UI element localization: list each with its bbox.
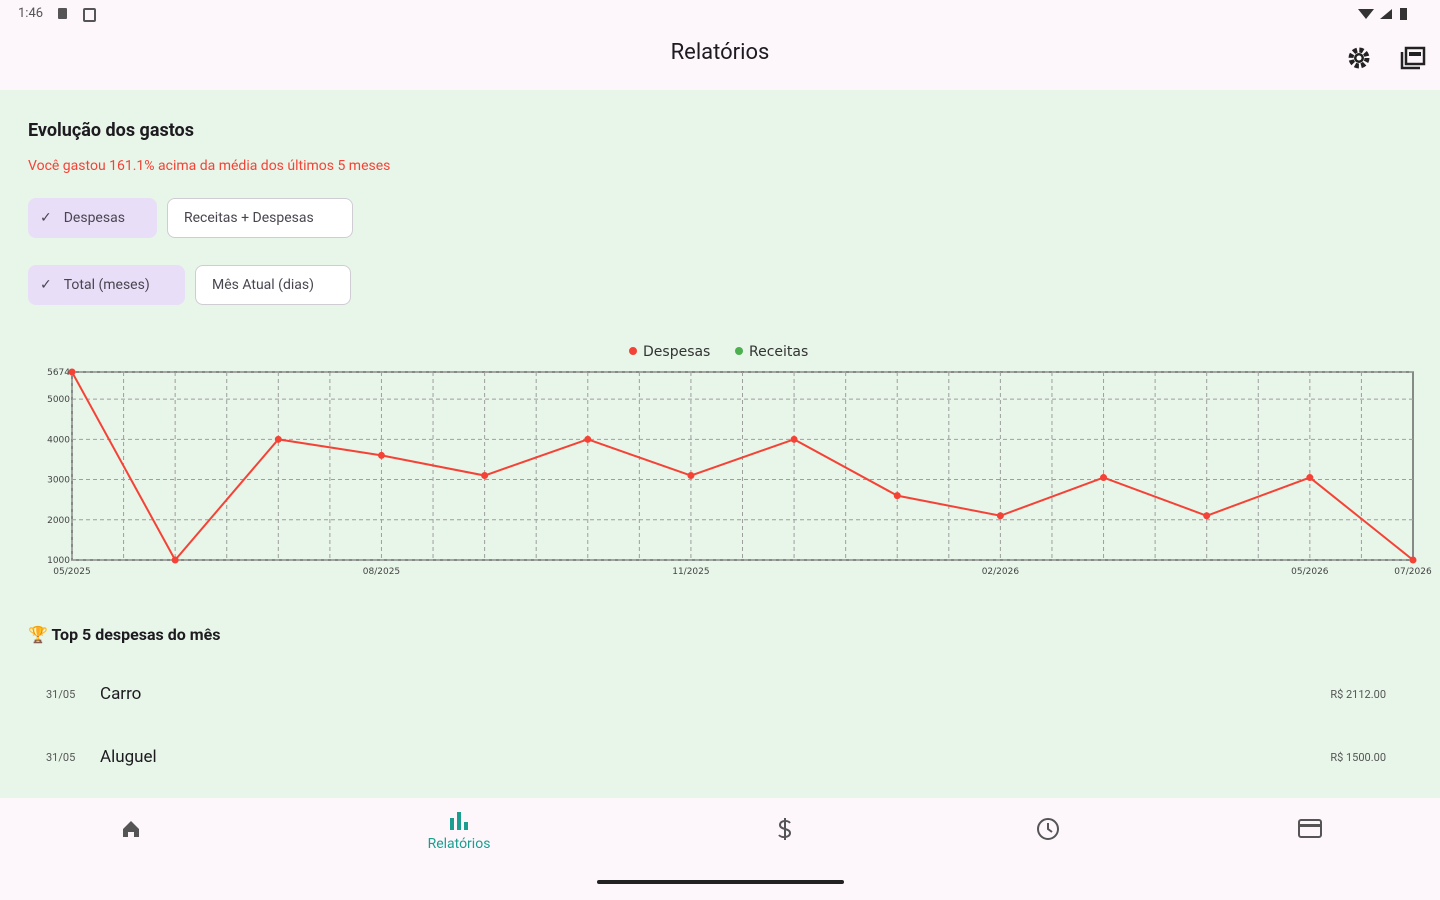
settings-button[interactable] <box>1346 45 1372 71</box>
legend-label: Receitas <box>749 344 808 360</box>
data-point <box>274 435 282 443</box>
nav-reports-label[interactable]: Relatórios <box>427 836 491 852</box>
data-point <box>1203 512 1211 520</box>
y-tick-label: 5000 <box>47 395 70 405</box>
data-point <box>377 451 385 459</box>
expense-row[interactable]: 31/05 Aluguel R$ 1500.00 <box>28 729 1412 785</box>
top5-title-text: Top 5 despesas do mês <box>51 625 221 644</box>
chip[interactable]: Receitas + Despesas <box>167 198 353 238</box>
status-icon <box>83 8 96 22</box>
data-point <box>1306 474 1314 482</box>
x-tick-label: 05/2026 <box>1291 567 1329 577</box>
y-tick-label: 4000 <box>47 435 70 445</box>
nav-cards[interactable] <box>1297 818 1323 840</box>
status-icon <box>58 8 67 19</box>
status-icons <box>1358 8 1407 20</box>
export-button[interactable] <box>1400 46 1426 72</box>
expense-date: 31/05 <box>46 750 76 764</box>
legend-swatch <box>735 347 743 355</box>
data-point <box>996 512 1004 520</box>
expense-name: Aluguel <box>100 747 157 767</box>
data-point <box>893 492 901 500</box>
x-tick-label: 11/2025 <box>672 567 709 577</box>
x-tick-label: 08/2025 <box>363 567 400 577</box>
x-tick-label: 05/2025 <box>53 567 90 577</box>
legend-swatch <box>629 347 637 355</box>
data-point <box>1409 556 1417 564</box>
expense-date: 31/05 <box>46 687 76 701</box>
data-point <box>790 435 798 443</box>
expense-amount: R$ 1500.00 <box>1330 750 1386 764</box>
series-line <box>71 371 1414 562</box>
home-indicator <box>597 880 844 884</box>
section-subtitle: Você gastou 161.1% acima da média dos úl… <box>28 158 391 174</box>
y-tick-label: 1000 <box>47 556 70 566</box>
status-time: 1:46 <box>18 6 44 21</box>
chip-label: Receitas + Despesas <box>184 210 314 226</box>
y-tick-label: 3000 <box>47 476 70 486</box>
nav-history[interactable] <box>1035 816 1061 842</box>
x-tick-label: 07/2026 <box>1394 567 1432 577</box>
data-point <box>584 435 592 443</box>
data-point <box>1100 474 1108 482</box>
data-point <box>687 472 695 480</box>
nav-home[interactable] <box>120 818 142 840</box>
expense-amount: R$ 2112.00 <box>1330 687 1386 701</box>
y-tick-label: 2000 <box>47 516 70 526</box>
bottom-nav <box>0 798 1440 900</box>
chip-label: Total (meses) <box>63 277 150 293</box>
data-point <box>481 472 489 480</box>
nav-reports-icon[interactable] <box>447 810 471 832</box>
x-tick-label: 02/2026 <box>982 567 1020 577</box>
chart: 1000 2000 3000 4000 5000 5674 05/2025 08/2025 11… <box>47 344 1432 577</box>
chip-selected[interactable]: ✓ Despesas <box>28 198 157 238</box>
chip-label: Despesas <box>63 210 125 226</box>
app-title: Relatórios <box>670 40 770 65</box>
top5-title: 🏆 Top 5 despesas do mês <box>28 625 221 644</box>
data-point <box>68 368 76 376</box>
chip[interactable]: Mês Atual (dias) <box>195 265 351 305</box>
y-tick-label: 5674 <box>47 368 70 378</box>
chip-label: Mês Atual (dias) <box>212 277 314 293</box>
chip-selected[interactable]: ✓ Total (meses) <box>28 265 185 305</box>
legend-label: Despesas <box>643 344 710 360</box>
nav-transactions[interactable] <box>774 816 796 842</box>
section-title: Evolução dos gastos <box>28 120 194 141</box>
data-point <box>171 556 179 564</box>
expense-row[interactable]: 31/05 Carro R$ 2112.00 <box>28 666 1412 722</box>
expense-name: Carro <box>100 684 142 704</box>
